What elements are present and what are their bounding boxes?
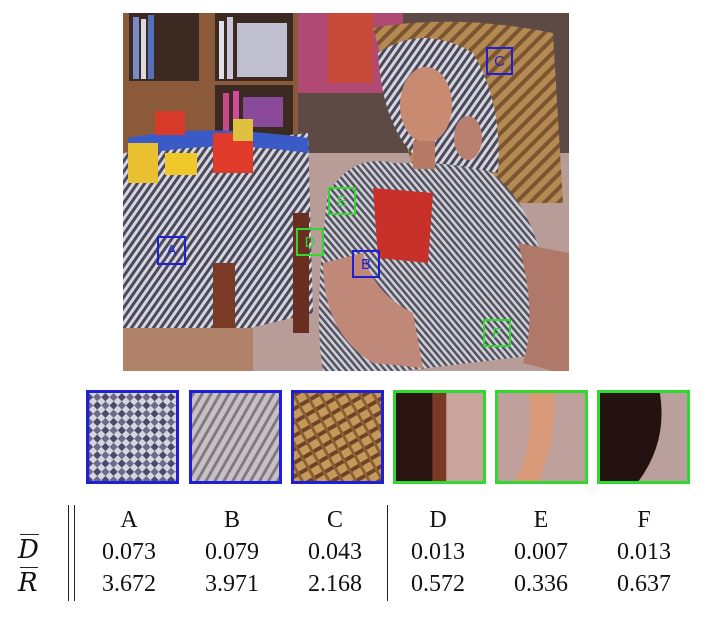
row-symbol-r: R <box>18 567 38 598</box>
cell-r-a: 3.672 <box>102 571 156 597</box>
cell-r-d: 0.572 <box>411 571 465 597</box>
cell-r-c: 2.168 <box>308 571 362 597</box>
cell-d-d: 0.013 <box>411 539 465 565</box>
crop-c-image <box>294 393 381 481</box>
crop-b <box>189 390 282 484</box>
cell-d-c: 0.043 <box>308 539 362 565</box>
row-symbol-d: D <box>18 534 39 565</box>
marker-a-label: A <box>166 242 177 259</box>
photo-scene <box>123 13 569 371</box>
cell-r-b: 3.971 <box>205 571 259 597</box>
crop-a-image <box>89 393 176 481</box>
marker-e: E <box>328 187 356 215</box>
crop-d-image <box>396 393 483 481</box>
col-header-c: C <box>326 507 343 533</box>
cell-d-a: 0.073 <box>102 539 156 565</box>
col-header-b: B <box>223 507 240 533</box>
marker-b-label: B <box>360 255 371 273</box>
cell-d-f: 0.013 <box>617 539 671 565</box>
marker-e-label: E <box>336 192 347 210</box>
main-photo <box>123 13 569 371</box>
crop-e <box>495 390 588 484</box>
col-header-e: E <box>533 507 549 533</box>
crop-a <box>86 390 179 484</box>
cell-r-f: 0.637 <box>617 571 671 597</box>
crop-c <box>291 390 384 484</box>
row-symbol-r-text: R <box>18 568 38 598</box>
marker-f-label: F <box>492 324 502 342</box>
crop-b-image <box>192 393 279 481</box>
crop-f-image <box>600 393 687 481</box>
crop-f <box>597 390 690 484</box>
col-header-f: F <box>637 507 651 533</box>
crop-d <box>393 390 486 484</box>
marker-a: A <box>157 236 186 265</box>
crop-e-image <box>498 393 585 481</box>
table-double-rule-left <box>68 505 69 601</box>
marker-c: C <box>486 47 513 75</box>
marker-f: F <box>483 319 511 347</box>
marker-d: D <box>296 228 324 256</box>
marker-b: B <box>352 250 380 278</box>
table-group-divider <box>387 505 388 601</box>
table-double-rule-right <box>74 505 75 601</box>
row-symbol-d-text: D <box>18 535 39 565</box>
cell-d-e: 0.007 <box>514 539 568 565</box>
col-header-a: A <box>120 507 138 533</box>
cell-d-b: 0.079 <box>205 539 259 565</box>
cell-r-e: 0.336 <box>514 571 568 597</box>
marker-c-label: C <box>494 52 505 70</box>
col-header-d: D <box>429 507 447 533</box>
marker-d-label: D <box>304 233 316 251</box>
